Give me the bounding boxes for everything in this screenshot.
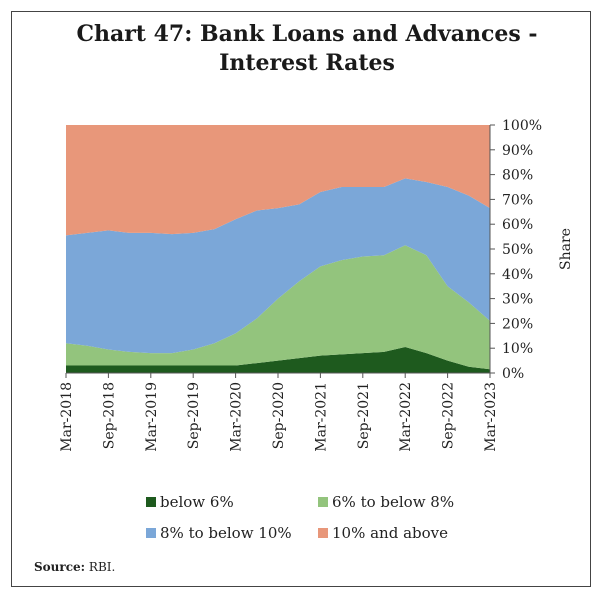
legend-label-8-to-10: 8% to below 10% [160,524,292,542]
legend-item-8-to-10: 8% to below 10% [146,524,292,542]
source-label: Source: [34,560,86,574]
y-tick-label: 80% [502,168,533,184]
y-tick-label: 70% [502,192,533,208]
y-tick-label: 40% [502,267,533,283]
chart-title-line-1: Chart 47: Bank Loans and Advances - [76,21,538,47]
x-tick-label: Sep-2021 [356,382,372,449]
x-tick-label: Mar-2021 [313,382,329,452]
area-below-6 [66,346,490,373]
x-tick-label: Mar-2018 [59,382,75,452]
y-tick-label: 10% [502,341,533,357]
x-tick-label: Mar-2019 [144,382,160,452]
legend-swatch-8-to-10 [146,528,156,538]
legend-item-10-and-above: 10% and above [318,524,448,542]
legend-swatch-6-to-8 [318,497,328,507]
x-tick-label: Mar-2022 [398,382,414,452]
y-tick-label: 60% [502,217,533,233]
legend-item-below-6: below 6% [146,493,234,511]
area-10-and-above [66,125,490,236]
y-tick-label: 20% [502,316,533,332]
legend-label-10-and-above: 10% and above [332,524,449,542]
x-tick-label: Mar-2023 [483,382,499,452]
legend-label-below-6: below 6% [160,493,234,511]
legend-item-6-to-8: 6% to below 8% [318,493,454,511]
area-8-to-below-10 [66,178,490,354]
area-6-to-below-8 [66,245,490,370]
legend-swatch-10-and-above [318,528,328,538]
y-tick-label: 90% [502,143,533,159]
x-tick-label: Sep-2019 [186,382,202,449]
source-note: Source: RBI. [34,560,115,574]
y-tick-label: 30% [502,292,533,308]
y-tick-label: 50% [502,242,533,258]
source-text: RBI. [88,560,116,574]
legend-swatch-below-6 [146,497,156,507]
x-tick-label: Sep-2018 [101,382,117,449]
chart-title: Chart 47: Bank Loans and Advances - Inte… [0,20,614,78]
x-tick-label: Mar-2020 [229,382,245,452]
x-tick-label: Sep-2022 [441,382,457,449]
y-axis-label: Share [558,228,574,270]
x-tick-label: Sep-2020 [271,382,287,449]
chart-title-line-2: Interest Rates [219,50,395,76]
y-tick-label: 0% [502,366,524,382]
y-tick-label: 100% [502,118,542,134]
legend-label-6-to-8: 6% to below 8% [332,493,455,511]
